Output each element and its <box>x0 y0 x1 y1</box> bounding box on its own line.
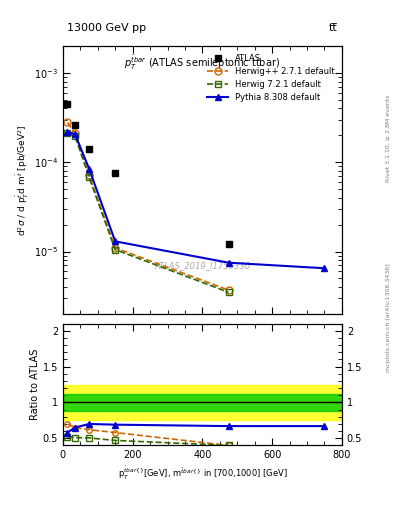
Bar <box>63 385 342 420</box>
Y-axis label: d$^2\sigma$ / d p$_T^{\bar{t}}$d m$^{\bar{t}}$ [pb/GeV$^2$]: d$^2\sigma$ / d p$_T^{\bar{t}}$d m$^{\ba… <box>15 124 31 236</box>
Pythia 8.308 default <box>113 238 118 244</box>
Herwig 7.2.1 default <box>87 174 92 180</box>
Herwig 7.2.1 default <box>73 133 77 139</box>
Pythia 8.308 default <box>322 265 327 271</box>
Herwig++ 2.7.1 default <box>73 131 77 137</box>
Pythia 8.308 default <box>65 129 70 135</box>
Text: 13000 GeV pp: 13000 GeV pp <box>67 23 146 33</box>
Line: Pythia 8.308 default: Pythia 8.308 default <box>64 128 328 272</box>
Line: Herwig++ 2.7.1 default: Herwig++ 2.7.1 default <box>64 119 232 293</box>
Pythia 8.308 default <box>73 132 77 138</box>
Legend: ATLAS, Herwig++ 2.7.1 default, Herwig 7.2.1 default, Pythia 8.308 default: ATLAS, Herwig++ 2.7.1 default, Herwig 7.… <box>204 50 338 105</box>
Text: tt̅: tt̅ <box>329 23 338 33</box>
Herwig 7.2.1 default <box>65 131 70 137</box>
Text: $p_T^{\bar{t}bar}$ (ATLAS semileptonic ttbar): $p_T^{\bar{t}bar}$ (ATLAS semileptonic t… <box>125 54 280 72</box>
Herwig 7.2.1 default <box>226 289 231 295</box>
Text: ATLAS_2019_I1750330: ATLAS_2019_I1750330 <box>154 261 250 270</box>
Pythia 8.308 default <box>87 165 92 172</box>
Pythia 8.308 default <box>226 260 231 266</box>
Y-axis label: Ratio to ATLAS: Ratio to ATLAS <box>30 349 40 420</box>
ATLAS <box>65 101 70 107</box>
Line: ATLAS: ATLAS <box>64 100 232 248</box>
Herwig++ 2.7.1 default <box>87 172 92 178</box>
Herwig++ 2.7.1 default <box>65 119 70 125</box>
ATLAS <box>87 146 92 152</box>
Text: mcplots.cern.ch [arXiv:1306.3436]: mcplots.cern.ch [arXiv:1306.3436] <box>386 263 391 372</box>
Herwig++ 2.7.1 default <box>226 287 231 293</box>
Bar <box>63 394 342 411</box>
ATLAS <box>73 122 77 129</box>
ATLAS <box>226 241 231 247</box>
Text: Rivet 3.1.10, ≥ 2.8M events: Rivet 3.1.10, ≥ 2.8M events <box>386 95 391 182</box>
Herwig 7.2.1 default <box>113 247 118 253</box>
Herwig++ 2.7.1 default <box>113 245 118 251</box>
Line: Herwig 7.2.1 default: Herwig 7.2.1 default <box>64 130 232 296</box>
X-axis label: p$_T^{\bar{t}bar\{\}}$[GeV], m$^{\bar{t}bar\{\}}$ in [700,1000] [GeV]: p$_T^{\bar{t}bar\{\}}$[GeV], m$^{\bar{t}… <box>118 464 287 482</box>
ATLAS <box>113 170 118 177</box>
